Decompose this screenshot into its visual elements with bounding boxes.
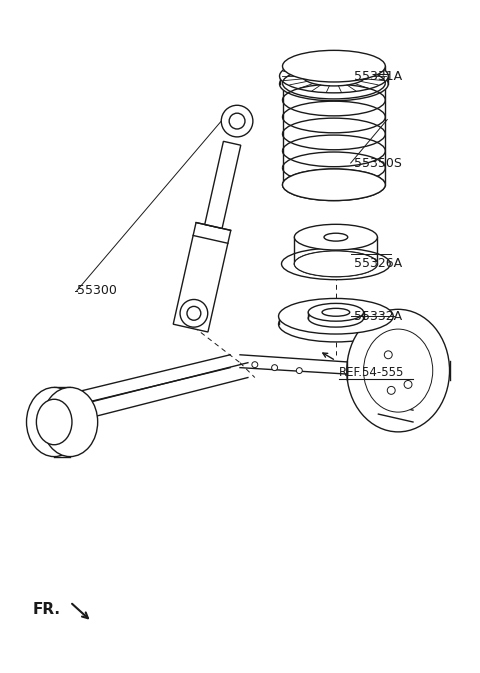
Ellipse shape xyxy=(283,169,385,201)
Text: 55350S: 55350S xyxy=(354,157,402,170)
Ellipse shape xyxy=(302,66,366,86)
Ellipse shape xyxy=(308,310,363,327)
Ellipse shape xyxy=(294,224,377,250)
Ellipse shape xyxy=(294,251,377,277)
Ellipse shape xyxy=(278,298,393,334)
Circle shape xyxy=(252,361,258,367)
Ellipse shape xyxy=(363,329,433,412)
Text: 55331A: 55331A xyxy=(354,69,402,83)
Ellipse shape xyxy=(279,59,388,93)
Ellipse shape xyxy=(279,67,388,101)
Ellipse shape xyxy=(283,50,385,82)
Ellipse shape xyxy=(42,388,97,456)
Ellipse shape xyxy=(322,308,350,316)
Circle shape xyxy=(404,380,412,388)
Ellipse shape xyxy=(347,310,450,432)
Circle shape xyxy=(180,299,208,327)
Ellipse shape xyxy=(308,304,363,321)
Ellipse shape xyxy=(281,248,390,280)
Polygon shape xyxy=(205,141,241,228)
Circle shape xyxy=(272,365,277,371)
Ellipse shape xyxy=(26,388,82,456)
Text: 55332A: 55332A xyxy=(354,310,402,323)
Circle shape xyxy=(187,306,201,320)
Polygon shape xyxy=(173,223,231,332)
Text: FR.: FR. xyxy=(33,602,60,617)
Circle shape xyxy=(229,113,245,129)
Ellipse shape xyxy=(324,234,348,241)
Circle shape xyxy=(384,351,392,359)
Text: 55326A: 55326A xyxy=(354,257,402,271)
Ellipse shape xyxy=(36,399,72,445)
Ellipse shape xyxy=(278,306,393,342)
Circle shape xyxy=(387,386,395,394)
Text: 55300: 55300 xyxy=(77,284,117,297)
Text: REF.54-555: REF.54-555 xyxy=(339,366,404,379)
Circle shape xyxy=(221,105,253,137)
Ellipse shape xyxy=(294,251,377,277)
Circle shape xyxy=(296,367,302,374)
